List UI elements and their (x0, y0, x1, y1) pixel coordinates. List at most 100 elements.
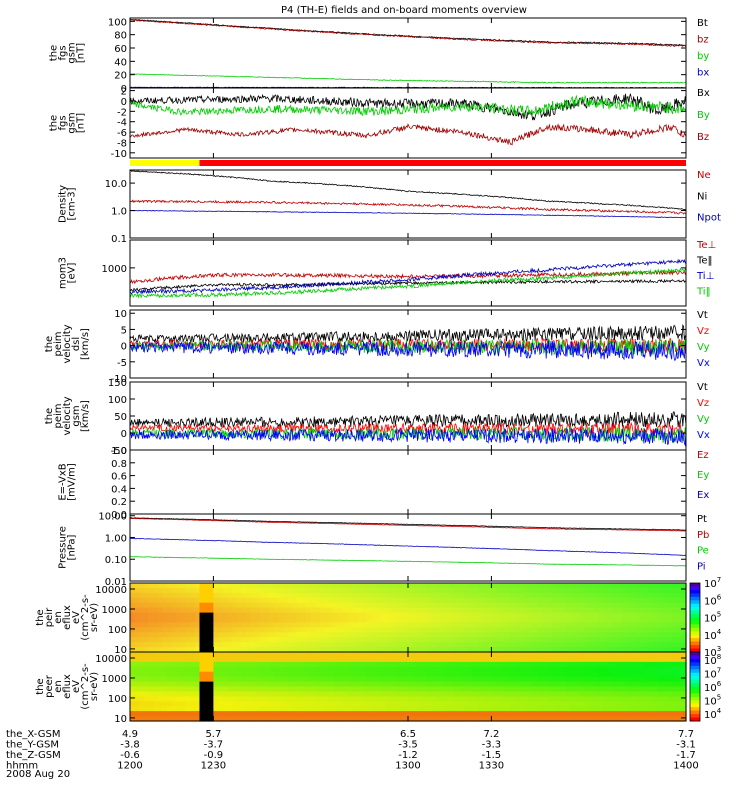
spectrogram-cell (408, 711, 414, 717)
spectrogram-cell (454, 696, 460, 702)
spectrogram-cell (171, 587, 177, 594)
spectrogram-cell (171, 622, 177, 628)
spectrogram-cell (343, 587, 349, 594)
spectrogram-cell (139, 676, 145, 683)
spectrogram-cell (570, 632, 576, 638)
spectrogram-cell (315, 671, 321, 678)
spectrogram-cell (574, 671, 580, 678)
spectrogram-cell (157, 587, 163, 594)
spectrogram-cell (537, 647, 543, 653)
spectrogram-cell (417, 607, 423, 614)
spectrogram-cell (560, 652, 567, 658)
spectrogram-cell (570, 592, 576, 599)
spectrogram-cell (681, 681, 687, 688)
spectrogram-cell (482, 661, 488, 668)
spectrogram-cell (231, 627, 238, 633)
spectrogram-cell (584, 602, 590, 609)
spectrogram-cell (167, 592, 173, 599)
spectrogram-cell (500, 661, 506, 668)
spectrogram-cell (658, 676, 664, 683)
spectrogram-cell (528, 592, 534, 599)
spectrogram-cell (533, 592, 539, 599)
spectrogram-cell (227, 637, 233, 643)
spectrogram-cell (241, 686, 247, 692)
spectrogram-cell (593, 587, 599, 594)
spectrogram-cell (514, 671, 520, 678)
spectrogram-cell (347, 696, 353, 702)
spectrogram-cell (412, 642, 418, 648)
spectrogram-cell (509, 716, 516, 722)
spectrogram-cell (213, 597, 219, 604)
spectrogram-cell (292, 583, 298, 589)
spectrogram-cell (486, 666, 492, 673)
spectrogram-cell (445, 642, 451, 648)
spectrogram-cell (315, 642, 321, 648)
spectrogram-cell (208, 716, 214, 722)
spectrogram-cell (519, 612, 525, 619)
spectrogram-cell (264, 656, 270, 663)
spectrogram-cell (588, 652, 594, 658)
spectrogram-cell (366, 602, 372, 609)
spectrogram-cell (190, 587, 196, 594)
spectrogram-cell (519, 691, 525, 697)
spectrogram-cell (296, 696, 302, 702)
y-tick-label: 1.00 (105, 534, 127, 545)
spectrogram-cell (551, 612, 557, 619)
spectrogram-cell (380, 652, 386, 658)
spectrogram-cell (245, 696, 251, 702)
spectrogram-cell (208, 647, 214, 653)
spectrogram-cell (509, 583, 516, 589)
spectrogram-cell (412, 627, 418, 633)
spectrogram-cell (153, 587, 159, 594)
spectrogram-cell (560, 671, 567, 678)
colorbar-segment (690, 603, 700, 608)
spectrogram-cell (139, 622, 145, 628)
spectrogram-cell (477, 696, 483, 702)
spectrogram-cell (218, 666, 224, 673)
spectrogram-cell (509, 602, 516, 609)
spectrogram-cell (171, 597, 177, 604)
spectrogram-cell (278, 642, 284, 648)
spectrogram-cell (403, 632, 409, 638)
spectrogram-cell (380, 676, 386, 683)
spectrogram-cell (231, 592, 238, 599)
spectrogram-cell (167, 612, 173, 619)
spectrogram-cell (431, 592, 437, 599)
spectrogram-cell (343, 716, 349, 722)
spectrogram-cell (611, 607, 618, 614)
spectrogram-cell (301, 681, 307, 688)
spectrogram-cell (454, 617, 460, 623)
spectrogram-cell (648, 627, 655, 633)
spectrogram-cell (273, 656, 279, 663)
spectrogram-cell (250, 622, 256, 628)
spectrogram-cell (222, 607, 228, 614)
spectrogram-cell (537, 676, 543, 683)
spectrogram-cell (421, 661, 428, 668)
spectrogram-cell (593, 647, 599, 653)
spectrogram-cell (551, 647, 557, 653)
spectrogram-cell (255, 666, 261, 673)
quality-segment (199, 160, 686, 166)
spectrogram-cell (357, 583, 363, 589)
spectrogram-cell (259, 602, 265, 609)
spectrogram-cell (394, 656, 400, 663)
spectrogram-cell (329, 686, 335, 692)
spectrogram-cell (463, 696, 469, 702)
spectrogram-cell (463, 607, 469, 614)
spectrogram-cell (477, 686, 483, 692)
spectrogram-cell (602, 622, 608, 628)
spectrogram-cell (449, 602, 455, 609)
spectrogram-cell (676, 656, 682, 663)
spectrogram-cell (153, 652, 159, 658)
spectrogram-cell (227, 622, 233, 628)
spectrogram-cell (500, 642, 506, 648)
spectrogram-cell (148, 681, 154, 688)
spectrogram-cell (486, 661, 492, 668)
spectrogram-cell (199, 666, 205, 673)
spectrogram-cell (426, 666, 432, 673)
spectrogram-cell (403, 587, 409, 594)
spectrogram-cell (417, 642, 423, 648)
spectrogram-cell (602, 597, 608, 604)
spectrogram-cell (621, 607, 627, 614)
spectrogram-cell (528, 607, 534, 614)
